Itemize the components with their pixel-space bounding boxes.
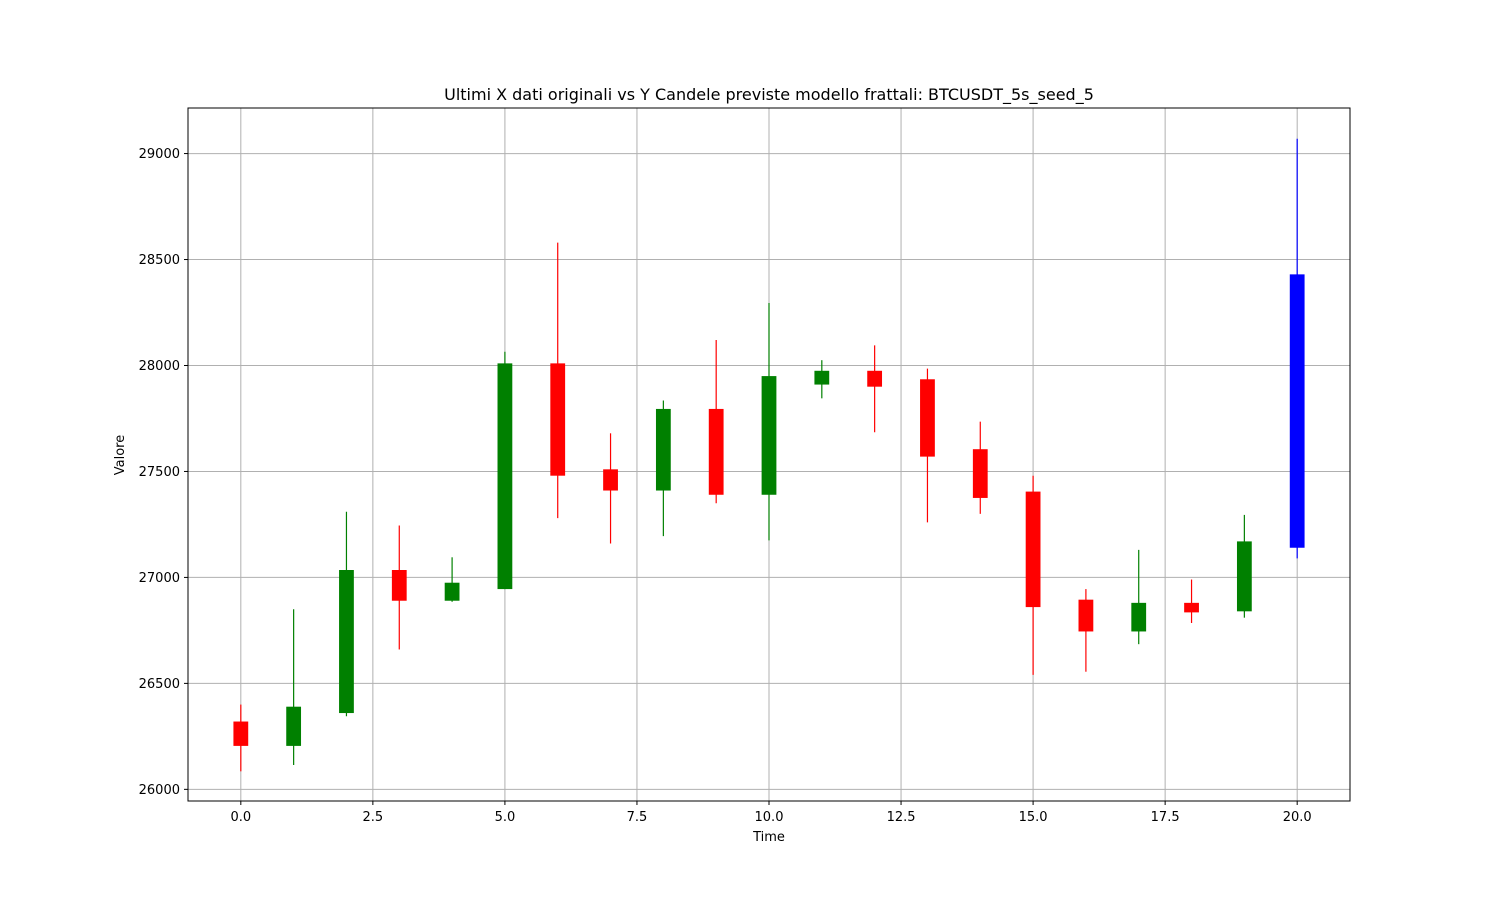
y-tick-label: 26000 (139, 783, 180, 798)
candle (708, 340, 724, 504)
candle-body (920, 379, 935, 457)
grid-lines (188, 108, 1350, 801)
x-tick-label: 10.0 (755, 810, 784, 825)
x-axis-ticks: 0.0 2.5 5.0 7.5 10.0 12.5 15.0 17.5 20.0 (230, 801, 1312, 825)
candle-body (761, 376, 777, 495)
candle-body (655, 408, 671, 491)
y-tick-label: 26500 (139, 677, 180, 692)
candle (761, 302, 777, 541)
candle-body (1184, 602, 1199, 613)
y-axis-ticks: 26000 26500 27000 27500 28000 28500 29000 (139, 147, 188, 798)
y-axis-label: Valore (113, 435, 128, 475)
candle-body (391, 570, 407, 601)
candle-body (1078, 599, 1094, 632)
y-tick-label: 27500 (139, 465, 180, 480)
x-tick-label: 17.5 (1151, 810, 1180, 825)
chart-title: Ultimi X dati originali vs Y Candele pre… (444, 85, 1094, 105)
candles (233, 138, 1305, 772)
y-tick-label: 28500 (139, 253, 180, 268)
candle-body (497, 363, 513, 590)
candle-body (972, 449, 988, 498)
candle-body (708, 408, 724, 495)
candle-body (867, 370, 883, 387)
candle-body (1025, 491, 1041, 608)
candle-body (233, 721, 249, 746)
x-tick-label: 12.5 (887, 810, 916, 825)
candle (233, 704, 249, 772)
candle (339, 511, 354, 717)
y-tick-label: 29000 (139, 147, 180, 162)
x-tick-label: 5.0 (495, 810, 516, 825)
candle (1025, 475, 1041, 675)
x-tick-label: 15.0 (1019, 810, 1048, 825)
candle (1289, 138, 1305, 559)
candle (1078, 589, 1094, 672)
candle (286, 609, 302, 765)
x-tick-label: 0.0 (230, 810, 251, 825)
y-tick-label: 27000 (139, 571, 180, 586)
candle (603, 433, 618, 544)
candle-body (444, 582, 460, 601)
candle (1236, 514, 1252, 618)
candle-body (603, 469, 618, 491)
candle (497, 351, 513, 590)
candle-body (286, 706, 302, 746)
candle (444, 557, 460, 602)
x-axis-label: Time (752, 830, 785, 845)
candle-body (1131, 602, 1147, 632)
candle (814, 360, 830, 399)
candle (920, 368, 935, 523)
candle-body (1289, 274, 1305, 548)
candle (1131, 549, 1147, 645)
candle (550, 242, 566, 519)
candle (972, 421, 988, 514)
candle-body (339, 570, 354, 714)
x-tick-label: 7.5 (627, 810, 648, 825)
candle-body (814, 370, 830, 385)
candle-body (1236, 541, 1252, 612)
x-tick-label: 20.0 (1283, 810, 1312, 825)
candle-body (550, 363, 566, 476)
x-tick-label: 2.5 (363, 810, 384, 825)
candle (655, 400, 671, 537)
candle (1184, 579, 1199, 623)
candle (391, 525, 407, 650)
candle (867, 345, 883, 433)
y-tick-label: 28000 (139, 359, 180, 374)
